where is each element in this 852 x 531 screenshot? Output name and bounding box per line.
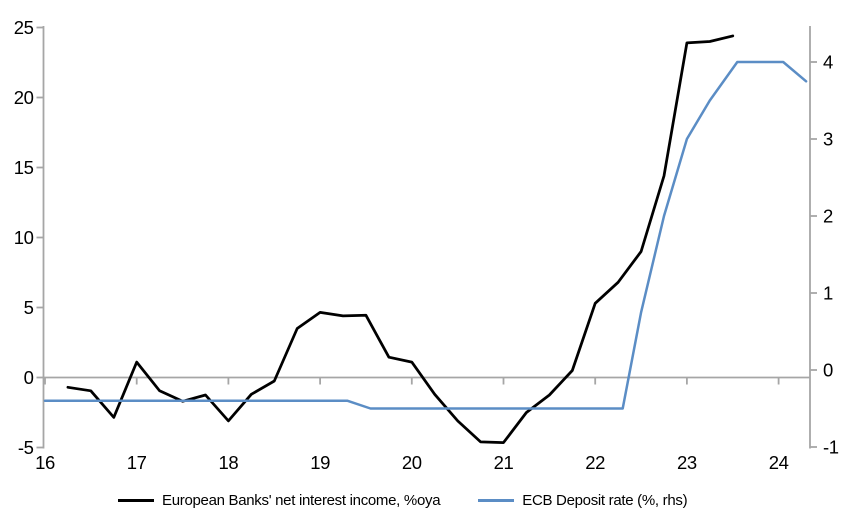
right-axis-tick-label: 2 bbox=[823, 206, 833, 227]
right-axis-tick-label: 3 bbox=[823, 129, 833, 150]
x-axis-tick-label: 23 bbox=[677, 452, 697, 473]
left-axis-tick-label: -5 bbox=[18, 437, 34, 458]
left-axis-tick-label: 25 bbox=[14, 17, 34, 38]
right-axis-tick-label: 4 bbox=[823, 52, 833, 73]
black-line-swatch bbox=[118, 499, 154, 502]
x-axis-tick-label: 22 bbox=[585, 452, 605, 473]
left-axis-tick-label: 15 bbox=[14, 157, 34, 178]
x-axis-tick-label: 17 bbox=[127, 452, 147, 473]
left-axis-tick-label: 5 bbox=[24, 297, 34, 318]
series-line-ecb-deposit-rate bbox=[43, 60, 808, 410]
x-axis-tick-label: 20 bbox=[402, 452, 422, 473]
left-axis-tick-label: 20 bbox=[14, 87, 34, 108]
right-axis-tick-label: -1 bbox=[823, 437, 839, 458]
x-axis-tick-label: 21 bbox=[494, 452, 514, 473]
legend-item-net-interest-income: European Banks' net interest income, %oy… bbox=[118, 492, 441, 509]
legend: European Banks' net interest income, %oy… bbox=[118, 492, 688, 509]
x-axis-tick-label: 19 bbox=[310, 452, 330, 473]
x-axis-tick-label: 18 bbox=[219, 452, 239, 473]
series-line-net-interest-income bbox=[66, 34, 735, 444]
left-axis-tick-label: 0 bbox=[24, 367, 34, 388]
legend-label-net-interest-income: European Banks' net interest income, %oy… bbox=[162, 492, 441, 509]
legend-item-ecb-deposit-rate: ECB Deposit rate (%, rhs) bbox=[478, 492, 688, 509]
right-axis-tick-label: 0 bbox=[823, 360, 833, 381]
x-axis-tick-label: 16 bbox=[35, 452, 55, 473]
left-axis-tick-label: 10 bbox=[14, 227, 34, 248]
x-axis-tick-label: 24 bbox=[769, 452, 789, 473]
right-axis-tick-label: 1 bbox=[823, 283, 833, 304]
blue-line-swatch bbox=[478, 499, 515, 502]
legend-label-ecb-deposit-rate: ECB Deposit rate (%, rhs) bbox=[522, 492, 688, 509]
